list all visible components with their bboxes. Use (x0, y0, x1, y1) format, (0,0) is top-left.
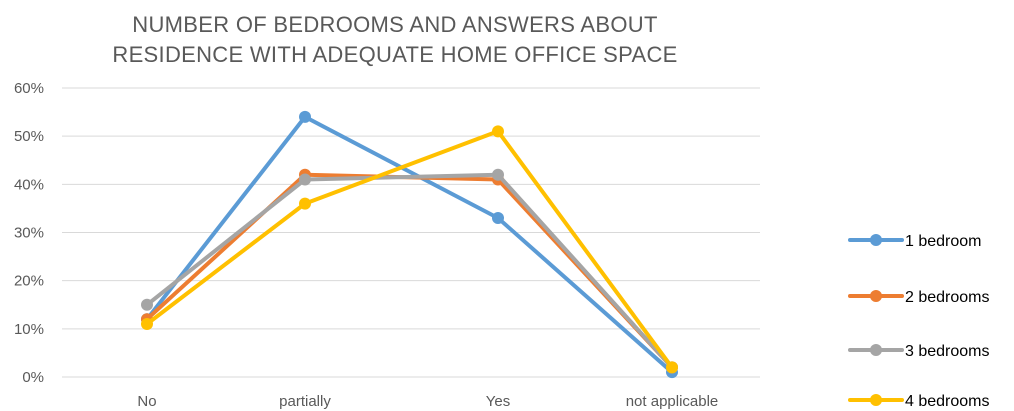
y-tick-label: 0% (22, 369, 44, 386)
series-2 (141, 168, 678, 374)
legend-marker (870, 394, 882, 406)
legend-marker (870, 290, 882, 302)
data-point (492, 125, 504, 138)
y-tick-label: 10% (14, 321, 44, 338)
data-point (492, 212, 504, 225)
x-tick-label: not applicable (626, 393, 719, 410)
data-point (299, 197, 311, 210)
legend-item-2: 2 bedrooms (848, 289, 990, 306)
x-tick-label: Yes (486, 393, 510, 410)
data-point (299, 110, 311, 123)
y-tick-label: 60% (14, 80, 44, 97)
y-tick-label: 40% (14, 176, 44, 193)
legend-label: 1 bedroom (905, 233, 982, 250)
series-line (145, 172, 674, 370)
legend-marker (870, 344, 882, 356)
legend-item-3: 3 bedrooms (848, 343, 990, 360)
series-4 (141, 125, 678, 374)
series-line (145, 129, 674, 370)
chart-title-line-2: RESIDENCE WITH ADEQUATE HOME OFFICE SPAC… (112, 42, 678, 67)
data-point (492, 168, 504, 181)
x-tick-label: partially (279, 393, 331, 410)
data-point (666, 361, 678, 374)
chart-title: NUMBER OF BEDROOMS AND ANSWERS ABOUT RES… (0, 10, 790, 70)
x-tick-label: No (137, 393, 156, 410)
legend-label: 4 bedrooms (905, 393, 990, 410)
series-3 (141, 168, 678, 374)
data-point (141, 318, 153, 331)
legend-label: 2 bedrooms (905, 289, 990, 306)
legend-item-4: 4 bedrooms (848, 393, 990, 410)
series-line (145, 172, 674, 370)
data-point (299, 173, 311, 186)
gridlines (62, 87, 760, 378)
y-tick-label: 50% (14, 128, 44, 145)
legend-item-1: 1 bedroom (848, 233, 982, 250)
y-tick-label: 20% (14, 273, 44, 290)
legend-marker (870, 234, 882, 246)
y-tick-label: 30% (14, 225, 44, 242)
chart-title-line-1: NUMBER OF BEDROOMS AND ANSWERS ABOUT (132, 12, 658, 37)
legend-label: 3 bedrooms (905, 343, 990, 360)
data-point (141, 298, 153, 311)
